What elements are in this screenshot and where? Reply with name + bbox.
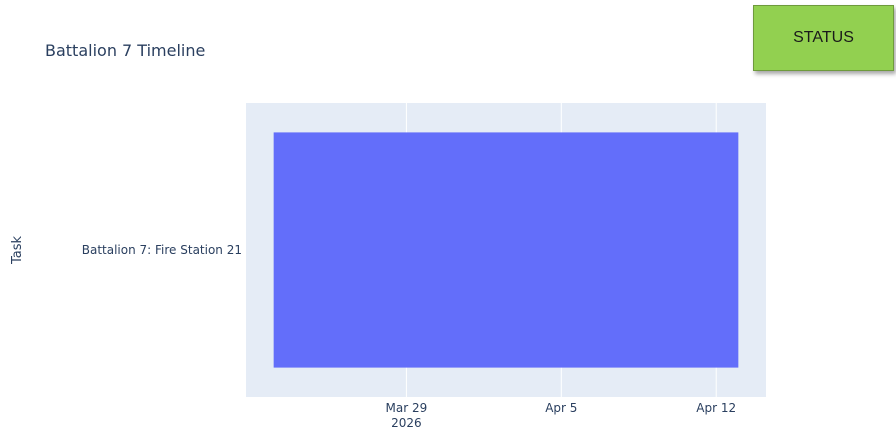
- chart-title: Battalion 7 Timeline: [45, 41, 205, 60]
- x-tick-sublabel-0: 2026: [391, 416, 422, 429]
- x-tick-label-1: Apr 5: [545, 401, 577, 415]
- x-tick-label-2: Apr 12: [696, 401, 736, 415]
- bars: [273, 132, 739, 368]
- y-axis-ticks: Battalion 7: Fire Station 21: [82, 243, 242, 257]
- status-button[interactable]: STATUS: [753, 5, 894, 71]
- x-tick-label-0: Mar 29: [386, 401, 428, 415]
- task-bar-0: [273, 132, 739, 368]
- y-tick-label-0: Battalion 7: Fire Station 21: [82, 243, 242, 257]
- y-axis-label: Task: [10, 236, 25, 266]
